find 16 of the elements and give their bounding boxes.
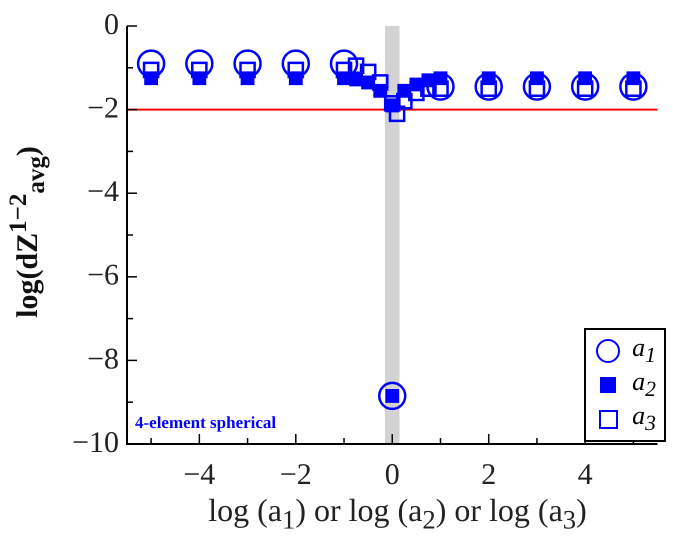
annotation: 4-element spherical — [135, 412, 276, 432]
legend-label: a$_{3}$ — [632, 401, 656, 437]
x-tick-label: 0 — [384, 458, 400, 491]
y-tick-label: 0 — [104, 8, 119, 41]
y-tick-label: −4 — [87, 175, 119, 208]
legend-label: a$_{2}$ — [632, 367, 656, 403]
x-tick-label: −2 — [280, 458, 312, 491]
y-tick-label: −8 — [87, 342, 119, 376]
y-tick-label: −10 — [72, 426, 119, 459]
legend-label: a$_{1}$ — [632, 333, 656, 369]
x-axis-title: log (a$_{1}$) or log (a$_{2}$) or log (a$_{3}$) — [207, 492, 588, 536]
x-tick-label: 4 — [578, 458, 593, 491]
y-tick-label: −2 — [87, 91, 119, 124]
x-tick-label: 2 — [481, 458, 496, 491]
x-tick-label: −4 — [183, 458, 216, 491]
y-tick-label: −6 — [87, 258, 119, 292]
